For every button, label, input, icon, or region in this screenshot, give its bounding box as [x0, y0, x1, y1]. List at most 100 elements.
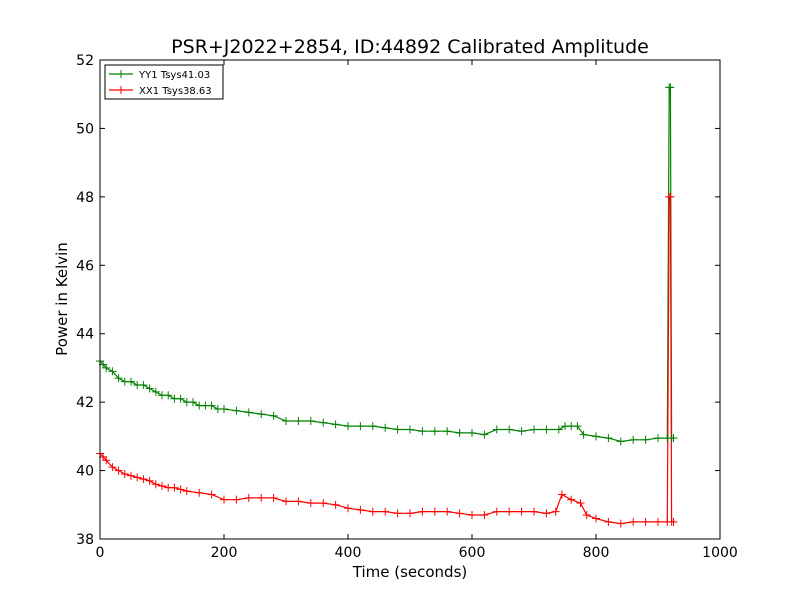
- data-point: [257, 493, 266, 502]
- x-tick-label: 600: [459, 545, 486, 561]
- data-point: [393, 509, 402, 518]
- axis-ticks: 0 200 400 600 800 1000 38 40 42 44 46 48 50 52: [76, 53, 738, 561]
- data-point: [102, 456, 111, 465]
- data-point: [629, 435, 638, 444]
- data-point: [356, 505, 365, 514]
- data-point: [133, 473, 142, 482]
- data-point: [108, 463, 117, 472]
- data-point: [164, 391, 173, 400]
- data-point: [232, 495, 241, 504]
- data-point: [573, 422, 582, 431]
- data-point: [517, 427, 526, 436]
- data-point: [492, 507, 501, 516]
- data-point: [294, 497, 303, 506]
- data-point: [319, 499, 328, 508]
- y-tick-label: 40: [76, 464, 94, 480]
- data-point: [127, 471, 135, 480]
- data-point: [331, 500, 340, 509]
- y-tick-label: 46: [76, 258, 94, 274]
- data-point: [108, 367, 117, 376]
- data-point: [443, 427, 452, 436]
- data-point: [576, 499, 585, 508]
- data-point: [319, 418, 328, 427]
- data-point: [182, 487, 191, 496]
- data-point: [114, 466, 123, 475]
- data-point: [102, 363, 111, 372]
- y-tick-label: 50: [76, 121, 94, 137]
- data-point: [480, 430, 489, 439]
- data-point: [344, 422, 352, 431]
- data-point: [418, 507, 427, 516]
- data-point: [430, 427, 439, 436]
- data-point: [641, 435, 650, 444]
- legend-label: YY1 Tsys41.03: [138, 70, 210, 81]
- data-point: [120, 469, 129, 478]
- y-tick-label: 38: [76, 532, 94, 548]
- data-point: [530, 507, 538, 516]
- data-point: [269, 493, 278, 502]
- data-point: [468, 428, 476, 437]
- legend-box: [104, 64, 224, 100]
- x-tick-label: 200: [211, 545, 238, 561]
- data-point: [145, 476, 154, 485]
- data-point: [306, 499, 315, 508]
- data-point: [170, 483, 179, 492]
- data-point: [579, 430, 588, 439]
- data-point: [220, 495, 228, 504]
- data-point: [306, 416, 315, 425]
- series-line-0: [99, 86, 674, 443]
- y-tick-label: 48: [76, 190, 94, 206]
- data-point: [468, 511, 476, 520]
- data-point: [567, 495, 576, 504]
- y-tick-label: 44: [76, 327, 94, 343]
- data-point: [114, 374, 123, 383]
- data-point: [530, 425, 538, 434]
- data-point: [294, 416, 303, 425]
- data-point: [505, 425, 514, 434]
- data-point: [669, 434, 678, 443]
- x-tick-label: 800: [583, 545, 610, 561]
- data-point: [269, 411, 278, 420]
- data-point: [517, 507, 526, 516]
- data-point: [542, 509, 551, 518]
- series-markers: [96, 83, 678, 528]
- data-point: [244, 493, 253, 502]
- data-point: [557, 490, 566, 499]
- data-point: [616, 437, 625, 446]
- data-point: [257, 410, 266, 419]
- x-tick-label: 0: [96, 545, 105, 561]
- data-point: [176, 485, 185, 494]
- data-point: [368, 422, 377, 431]
- legend: YY1 Tsys41.03 XX1 Tsys38.63: [104, 64, 224, 100]
- data-point: [592, 514, 600, 523]
- data-point: [406, 425, 414, 434]
- y-axis-label: Power in Kelvin: [53, 242, 71, 356]
- data-point: [592, 432, 600, 441]
- x-tick-label: 1000: [702, 545, 738, 561]
- plot-frame: [99, 59, 721, 540]
- data-point: [207, 401, 216, 410]
- data-point: [666, 83, 675, 92]
- data-point: [654, 434, 662, 443]
- y-tick-label: 42: [76, 395, 94, 411]
- data-point: [176, 394, 185, 403]
- data-point: [158, 481, 166, 490]
- data-point: [418, 427, 427, 436]
- data-point: [554, 425, 563, 434]
- data-point: [505, 507, 514, 516]
- data-point: [381, 423, 390, 432]
- data-point: [139, 475, 148, 484]
- data-point: [220, 404, 228, 413]
- x-tick-label: 400: [335, 545, 362, 561]
- data-point: [669, 517, 678, 526]
- data-point: [480, 511, 489, 520]
- series-line-1: [99, 196, 674, 525]
- data-point: [282, 497, 290, 506]
- data-point: [604, 517, 613, 526]
- data-point: [139, 381, 148, 390]
- data-point: [455, 509, 464, 518]
- data-point: [542, 425, 551, 434]
- data-point: [207, 490, 216, 499]
- data-point: [604, 434, 613, 443]
